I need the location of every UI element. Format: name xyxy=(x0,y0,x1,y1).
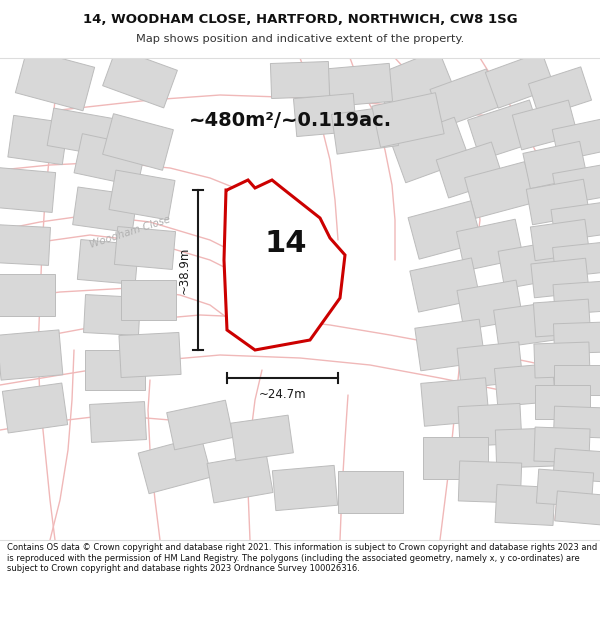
Polygon shape xyxy=(83,294,140,336)
Polygon shape xyxy=(436,142,504,198)
Polygon shape xyxy=(535,385,589,419)
Polygon shape xyxy=(496,428,554,468)
Polygon shape xyxy=(271,61,329,99)
Polygon shape xyxy=(77,239,139,284)
Polygon shape xyxy=(523,141,587,189)
Polygon shape xyxy=(531,258,589,298)
Polygon shape xyxy=(85,350,145,390)
Polygon shape xyxy=(374,49,457,121)
Text: ~480m²/~0.119ac.: ~480m²/~0.119ac. xyxy=(188,111,392,129)
Polygon shape xyxy=(0,330,63,380)
Text: ~38.9m: ~38.9m xyxy=(178,246,191,294)
Polygon shape xyxy=(467,100,542,160)
Polygon shape xyxy=(0,168,56,212)
Polygon shape xyxy=(408,201,482,259)
Polygon shape xyxy=(457,342,523,388)
Polygon shape xyxy=(167,400,233,450)
Polygon shape xyxy=(530,219,590,261)
Polygon shape xyxy=(553,406,600,438)
Polygon shape xyxy=(512,100,578,150)
Polygon shape xyxy=(552,119,600,161)
Polygon shape xyxy=(553,448,600,482)
Polygon shape xyxy=(103,114,173,170)
Polygon shape xyxy=(0,274,55,316)
Polygon shape xyxy=(554,365,600,395)
Polygon shape xyxy=(272,466,338,511)
Polygon shape xyxy=(555,491,600,525)
Polygon shape xyxy=(391,118,470,182)
Polygon shape xyxy=(457,219,524,271)
Text: Map shows position and indicative extent of the property.: Map shows position and indicative extent… xyxy=(136,34,464,44)
Polygon shape xyxy=(534,342,590,378)
Polygon shape xyxy=(138,436,212,494)
Polygon shape xyxy=(8,116,68,164)
Text: 14, WOODHAM CLOSE, HARTFORD, NORTHWICH, CW8 1SG: 14, WOODHAM CLOSE, HARTFORD, NORTHWICH, … xyxy=(83,12,517,26)
Polygon shape xyxy=(553,322,600,354)
Text: Contains OS data © Crown copyright and database right 2021. This information is : Contains OS data © Crown copyright and d… xyxy=(7,543,598,573)
Polygon shape xyxy=(464,162,535,218)
Polygon shape xyxy=(16,49,95,111)
Polygon shape xyxy=(495,484,555,526)
Polygon shape xyxy=(89,402,146,442)
Polygon shape xyxy=(421,378,489,426)
Polygon shape xyxy=(332,106,398,154)
Polygon shape xyxy=(0,224,50,266)
Polygon shape xyxy=(553,165,600,205)
Polygon shape xyxy=(47,108,113,156)
Polygon shape xyxy=(458,403,522,447)
Polygon shape xyxy=(457,280,523,330)
Polygon shape xyxy=(415,319,485,371)
Polygon shape xyxy=(109,170,175,220)
Polygon shape xyxy=(494,364,556,406)
Polygon shape xyxy=(551,202,600,241)
Polygon shape xyxy=(115,226,176,269)
Polygon shape xyxy=(74,134,146,186)
Polygon shape xyxy=(328,63,392,107)
Polygon shape xyxy=(235,214,325,286)
Polygon shape xyxy=(534,427,590,463)
Polygon shape xyxy=(533,299,590,337)
Polygon shape xyxy=(553,281,600,314)
Polygon shape xyxy=(372,92,444,148)
Polygon shape xyxy=(224,180,345,350)
Text: 14: 14 xyxy=(265,229,307,258)
Polygon shape xyxy=(553,242,600,278)
Polygon shape xyxy=(73,187,137,233)
Polygon shape xyxy=(207,453,273,503)
Polygon shape xyxy=(337,471,403,513)
Polygon shape xyxy=(230,415,293,461)
Polygon shape xyxy=(458,461,521,503)
Polygon shape xyxy=(529,67,592,117)
Polygon shape xyxy=(293,94,356,136)
Polygon shape xyxy=(2,383,68,433)
Polygon shape xyxy=(485,52,554,108)
Polygon shape xyxy=(536,469,593,507)
Polygon shape xyxy=(526,179,590,225)
Polygon shape xyxy=(119,332,181,378)
Polygon shape xyxy=(498,241,562,289)
Polygon shape xyxy=(422,437,487,479)
Polygon shape xyxy=(121,280,176,320)
Text: ~24.7m: ~24.7m xyxy=(259,388,307,401)
Text: Woodham Close: Woodham Close xyxy=(88,214,172,250)
Polygon shape xyxy=(494,302,556,348)
Polygon shape xyxy=(410,258,480,312)
Polygon shape xyxy=(430,69,500,127)
Polygon shape xyxy=(103,48,178,108)
